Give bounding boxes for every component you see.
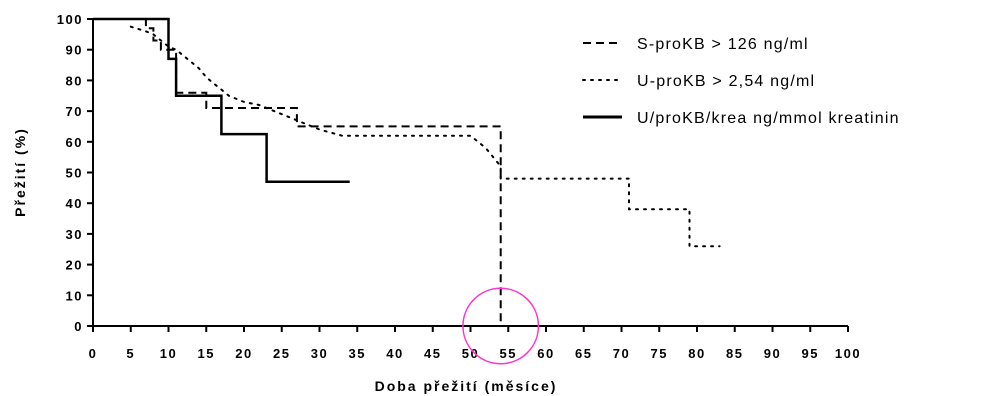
legend-label-3: U/proKB/krea ng/mmol kreatinin [637,110,900,127]
chart-axes [92,19,848,327]
x-tick-label: 95 [802,346,819,361]
y-tick-label: 40 [66,196,83,211]
y-tick-label: 30 [66,227,83,242]
x-tick-label: 55 [500,346,517,361]
x-tick-label: 70 [613,346,630,361]
y-tick-label: 50 [66,166,83,181]
chart-ticks: 0 5 10 15 20 25 30 35 40 45 50 55 60 65 70 75 80 85 90 95 10… [57,12,861,361]
x-tick-label: 60 [537,346,554,361]
x-tick-label: 90 [764,346,781,361]
x-tick-label: 75 [651,346,668,361]
x-tick-label: 65 [575,346,592,361]
x-tick-label: 100 [835,346,861,361]
y-tick-label: 60 [66,135,83,150]
chart-legend: S-proKB > 126 ng/ml U-proKB > 2,54 ng/ml U… [582,36,900,127]
x-tick-label: 0 [89,346,98,361]
y-tick-label: 10 [66,288,83,303]
series-line-2 [129,25,721,248]
x-tick-label: 25 [273,346,290,361]
chart-annotations [462,287,540,365]
legend-label-1: S-proKB > 126 ng/ml [637,36,809,53]
x-tick-label: 40 [386,346,403,361]
y-tick-label: 80 [66,73,83,88]
x-tick-label: 30 [311,346,328,361]
y-tick-label: 70 [66,104,83,119]
y-tick-label: 90 [66,43,83,58]
x-tick-label: 45 [424,346,441,361]
x-tick-label: 15 [198,346,215,361]
x-tick-label: 20 [235,346,252,361]
chart-series [93,17,721,326]
y-tick-label: 0 [74,319,83,334]
x-tick-label: 85 [726,346,743,361]
series-line-3 [93,17,350,183]
x-tick-label: 10 [160,346,177,361]
x-tick-label: 35 [349,346,366,361]
x-axis-title: Doba přežití (měsíce) [375,378,558,394]
x-tick-label: 80 [688,346,705,361]
x-tick-label: 5 [126,346,135,361]
highlight-circle [462,287,540,365]
legend-label-2: U-proKB > 2,54 ng/ml [637,73,815,90]
y-tick-label: 100 [57,12,83,27]
x-tick-label: 50 [462,346,479,361]
y-tick-label: 20 [66,258,83,273]
series-line-1 [93,18,502,326]
y-axis-title: Přežití (%) [12,127,28,217]
